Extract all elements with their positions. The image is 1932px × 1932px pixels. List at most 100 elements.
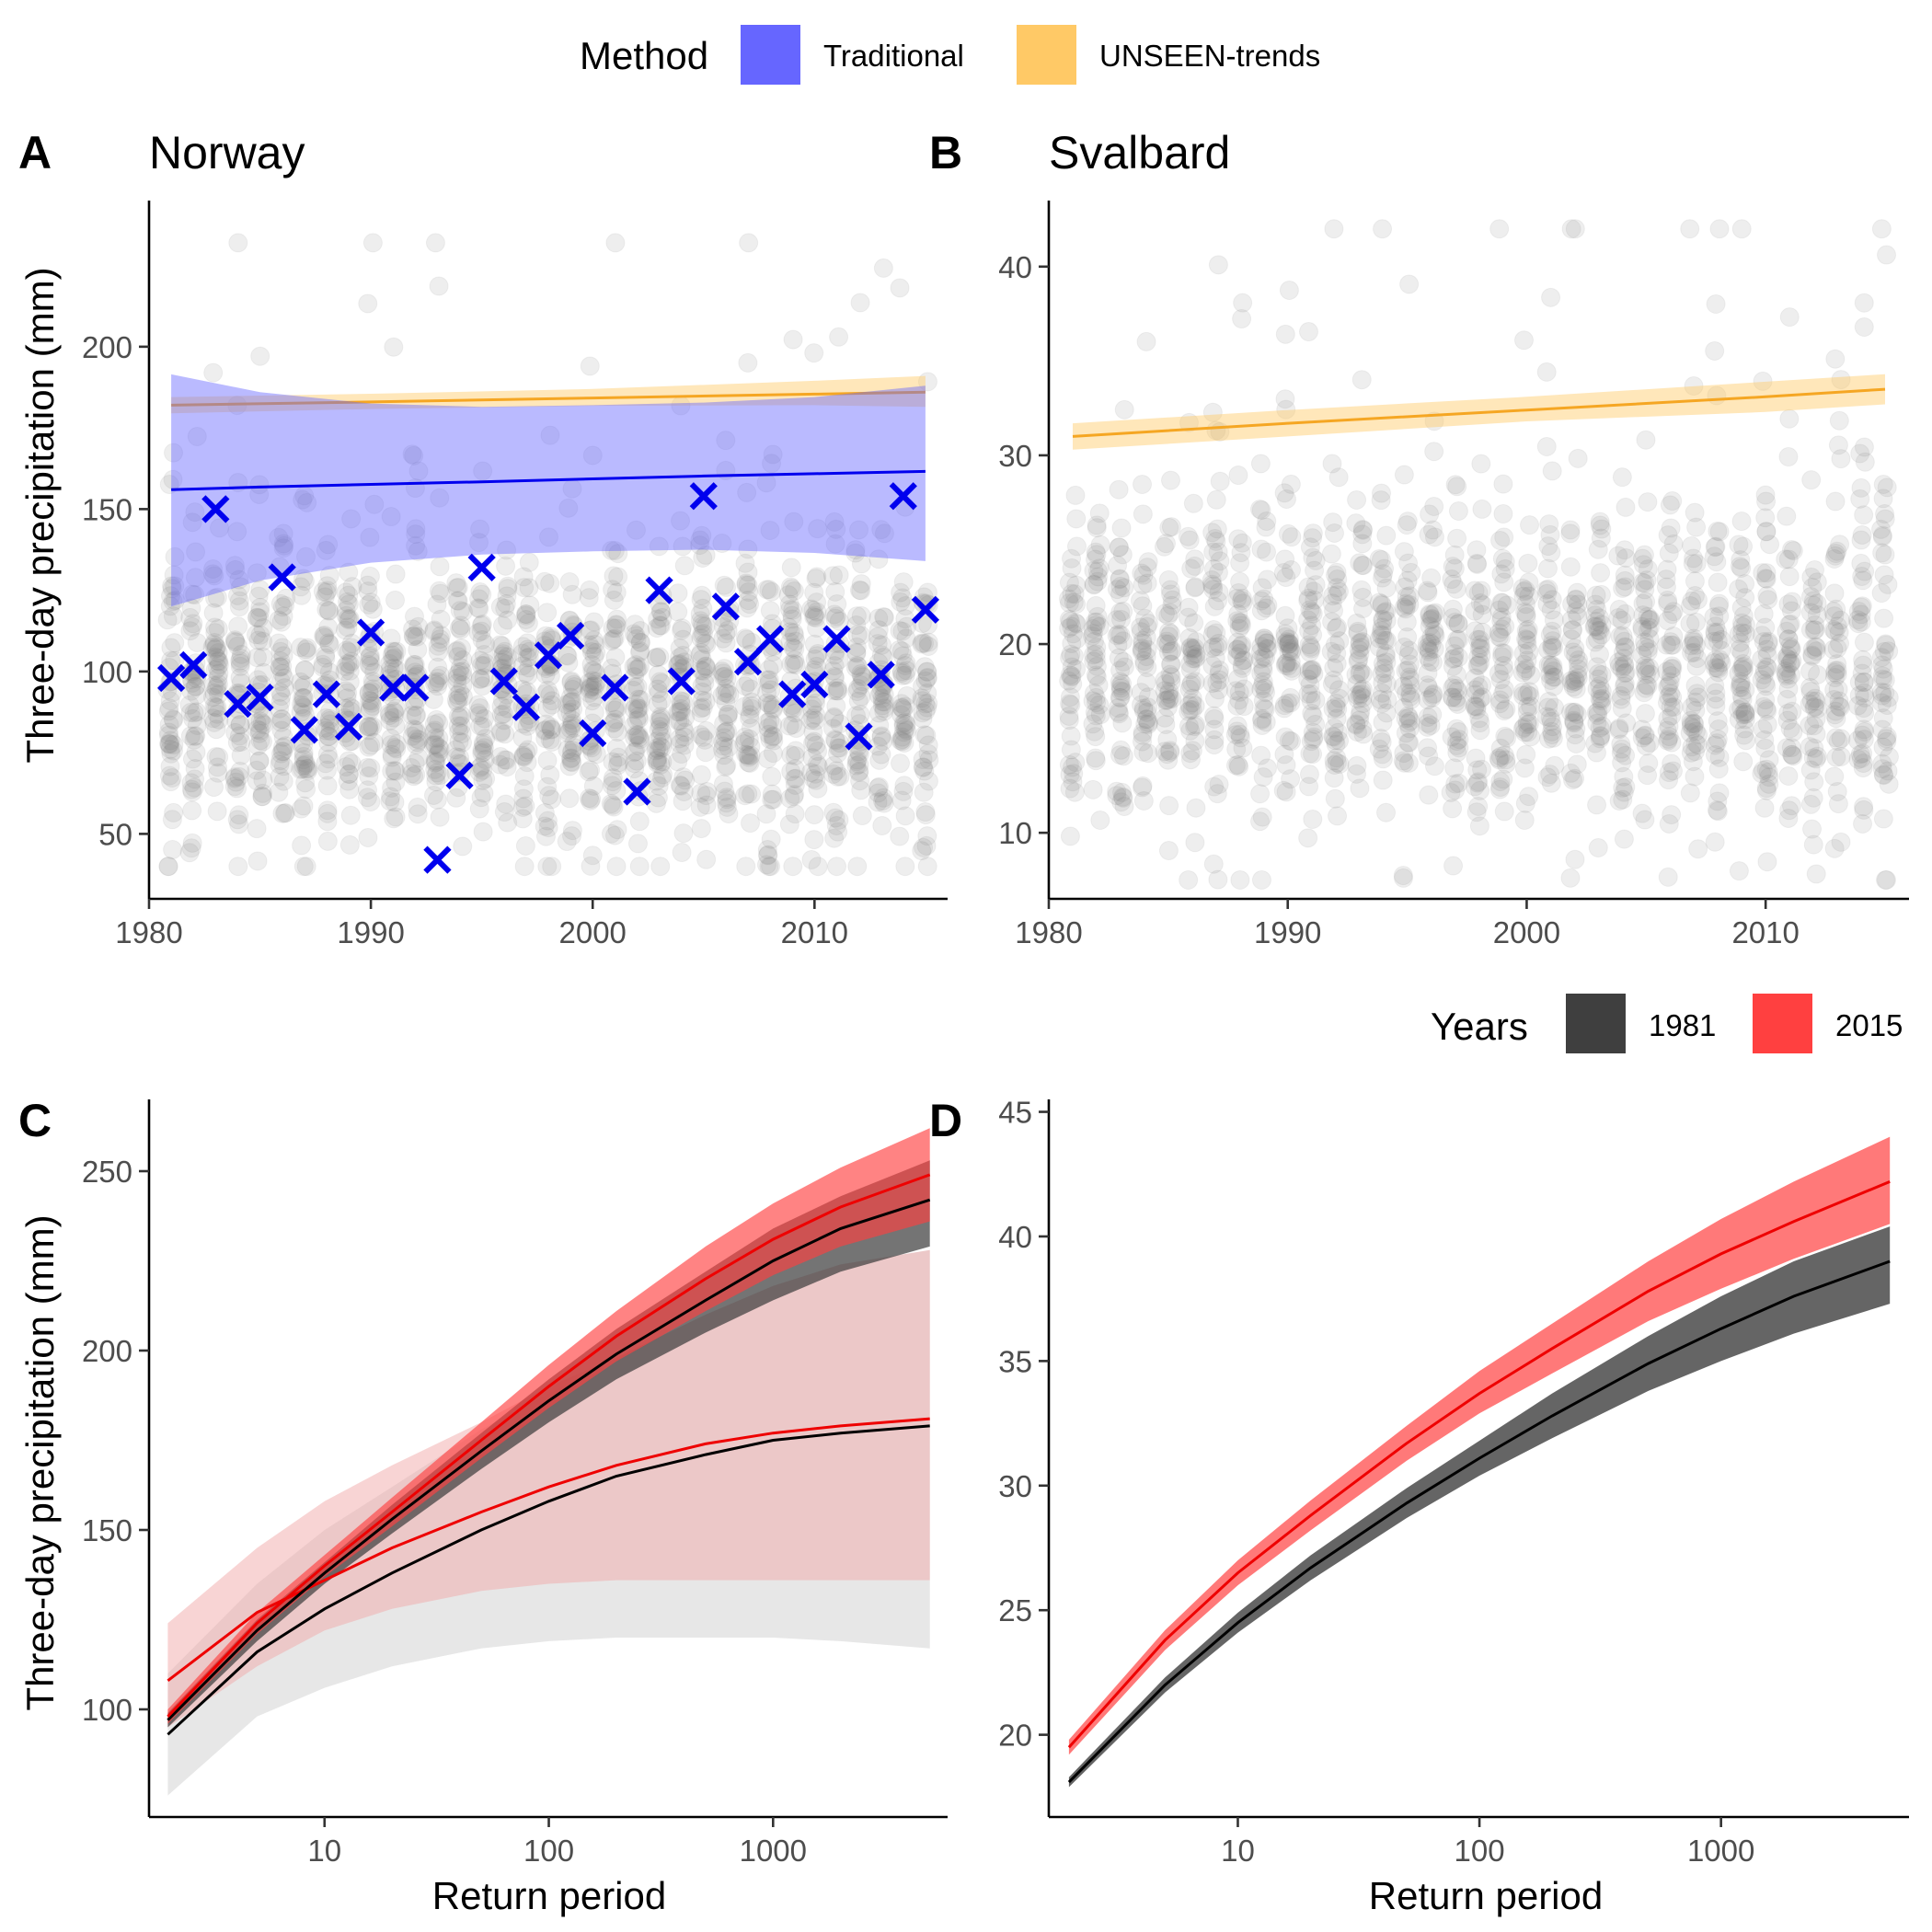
panel-a-ensemble-point <box>474 708 494 729</box>
panel-a-ensemble-point <box>364 494 385 514</box>
panel-b-ensemble-point <box>1753 760 1773 780</box>
panel-a-ensemble-point <box>825 730 845 751</box>
panel-a-ensemble-point <box>273 727 293 747</box>
panel-a-ensemble-point <box>758 845 778 866</box>
panel-a-ensemble-point <box>408 461 429 481</box>
panel-b-ensemble-point <box>1086 751 1106 771</box>
panel-a-observation-marker <box>290 716 318 744</box>
panel-a-ensemble-point <box>209 655 229 675</box>
panel-a-ensemble-point <box>180 607 201 627</box>
panel-a-ensemble-point <box>763 727 783 747</box>
panel-a-ensemble-point <box>247 670 268 690</box>
panel-a-ensemble-point <box>293 746 314 766</box>
panel-a-ensemble-point <box>515 604 535 624</box>
panel-b-ensemble-point <box>1061 644 1081 664</box>
panel-a-ensemble-point <box>382 744 402 765</box>
panel-a-ensemble-point <box>453 602 473 622</box>
panel-b-ensemble-point <box>1614 829 1634 849</box>
panel-b-ensemble-point <box>1086 687 1106 707</box>
panel-a-ensemble-point <box>823 755 844 776</box>
panel-a-ensemble-point <box>425 759 445 779</box>
panel-b-ensemble-point <box>1659 543 1679 563</box>
panel-a-ensemble-point <box>498 579 518 599</box>
panel-b-ensemble-point <box>1395 638 1415 658</box>
panel-a-ensemble-point <box>316 582 337 603</box>
panel-a-ensemble-point <box>893 699 914 719</box>
panel-a-ensemble-point <box>804 607 824 627</box>
panel-a-observation-marker <box>711 592 741 621</box>
panel-a-ensemble-point <box>696 691 716 711</box>
panel-a-ensemble-point <box>897 720 917 741</box>
panel-a-ensemble-point <box>718 721 738 742</box>
panel-a-ensemble-point <box>292 695 312 715</box>
panel-b-ensemble-point <box>1110 661 1131 681</box>
panel-b-ensemble-point <box>1588 539 1608 559</box>
panel-a-ensemble-point <box>296 857 316 877</box>
panel-a-ensemble-point <box>760 601 780 621</box>
panel-a-ensemble-point <box>560 749 581 769</box>
panel-a-y-tick-label: 50 <box>98 817 132 851</box>
panel-b-ensemble-point <box>1279 280 1299 300</box>
panel-b-ensemble-point <box>1831 832 1851 852</box>
panel-a-ensemble-point <box>890 621 910 641</box>
panel-a-ensemble-point <box>537 680 558 700</box>
panel-a-ensemble-point <box>827 681 847 701</box>
panel-a-ensemble-point <box>425 753 445 773</box>
panel-b-ensemble-point <box>1113 788 1133 808</box>
panel-a-ensemble-point <box>451 620 471 640</box>
panel-a-ensemble-point <box>542 695 562 715</box>
panel-a-ensemble-point <box>427 763 447 783</box>
panel-a-ensemble-point <box>275 736 295 756</box>
panel-a-ensemble-point <box>319 566 339 586</box>
panel-c-x-tick-label: 10 <box>307 1834 341 1868</box>
panel-a-ensemble-point <box>874 692 894 712</box>
panel-a-ensemble-point <box>162 767 182 788</box>
panel-a-ensemble-point <box>586 642 606 662</box>
panel-a-ensemble-point <box>606 857 627 877</box>
panel-a-ensemble-point <box>448 578 468 598</box>
panel-b-ensemble-point <box>1085 612 1105 632</box>
panel-b-y-tick-label: 30 <box>998 439 1032 473</box>
panel-b-ensemble-point <box>1059 754 1079 775</box>
panel-a-ensemble-point <box>360 527 380 547</box>
panel-a-ensemble-point <box>874 793 894 813</box>
panel-a-ensemble-point <box>408 732 428 753</box>
panel-a-ensemble-point <box>917 661 937 682</box>
panel-b-ensemble-point <box>1210 471 1230 491</box>
panel-a-ensemble-point <box>404 654 424 674</box>
panel-a-ensemble-point <box>469 762 489 782</box>
panel-b-ensemble-point <box>1565 219 1585 239</box>
panel-a-ensemble-point <box>806 770 826 790</box>
panel-b-ensemble-point <box>1875 509 1895 529</box>
panel-a-ensemble-point <box>629 811 650 832</box>
panel-b-ensemble-point <box>1852 524 1872 545</box>
panel-a-ensemble-point <box>202 687 223 707</box>
panel-a-ensemble-point <box>338 608 358 628</box>
panel-b-ensemble-point <box>1591 584 1611 604</box>
panel-a-ensemble-point <box>273 742 293 762</box>
panel-a-ensemble-point <box>519 647 539 667</box>
panel-a-ensemble-point <box>447 640 467 661</box>
panel-a-ensemble-point <box>517 753 537 773</box>
panel-a-ensemble-point <box>586 744 606 765</box>
panel-a-ensemble-point <box>692 585 712 605</box>
panel-a-ensemble-point <box>158 857 178 877</box>
panel-b-ensemble-point <box>1108 698 1128 719</box>
panel-a-ensemble-point <box>891 753 911 774</box>
panel-a-ensemble-point <box>871 727 891 747</box>
panel-a-ensemble-point <box>560 687 581 707</box>
panel-a-ensemble-point <box>696 720 717 741</box>
panel-b-ensemble-point <box>1708 659 1729 679</box>
panel-b-ensemble-point <box>1084 560 1104 581</box>
panel-a-ensemble-point <box>270 754 290 775</box>
panel-a-ensemble-point <box>427 789 447 810</box>
panel-b-ensemble-point <box>1109 648 1129 668</box>
panel-a-ensemble-point <box>405 753 425 774</box>
panel-a-ensemble-point <box>735 731 755 752</box>
panel-a-observation-marker <box>334 712 363 742</box>
panel-a-ensemble-point <box>204 777 224 798</box>
panel-a-ensemble-point <box>540 765 560 785</box>
panel-a-ensemble-point <box>339 562 359 582</box>
panel-a-ensemble-point <box>513 779 534 799</box>
panel-a-ensemble-point <box>580 677 600 697</box>
